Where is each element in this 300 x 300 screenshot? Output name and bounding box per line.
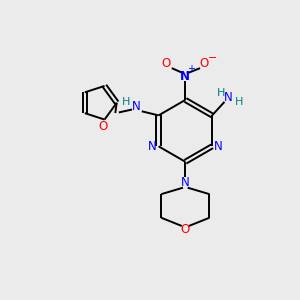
Text: O: O	[200, 57, 209, 70]
Text: H: H	[122, 97, 130, 107]
Text: +: +	[187, 64, 195, 74]
Text: N: N	[180, 70, 190, 83]
Text: H: H	[234, 97, 243, 107]
Text: N: N	[224, 91, 233, 104]
Text: N: N	[148, 140, 157, 153]
Text: N: N	[181, 176, 190, 189]
Text: O: O	[181, 223, 190, 236]
Text: O: O	[161, 57, 170, 70]
Text: N: N	[214, 140, 222, 153]
Text: −: −	[208, 53, 217, 63]
Text: N: N	[131, 100, 140, 113]
Text: O: O	[98, 119, 108, 133]
Text: H: H	[217, 88, 226, 98]
